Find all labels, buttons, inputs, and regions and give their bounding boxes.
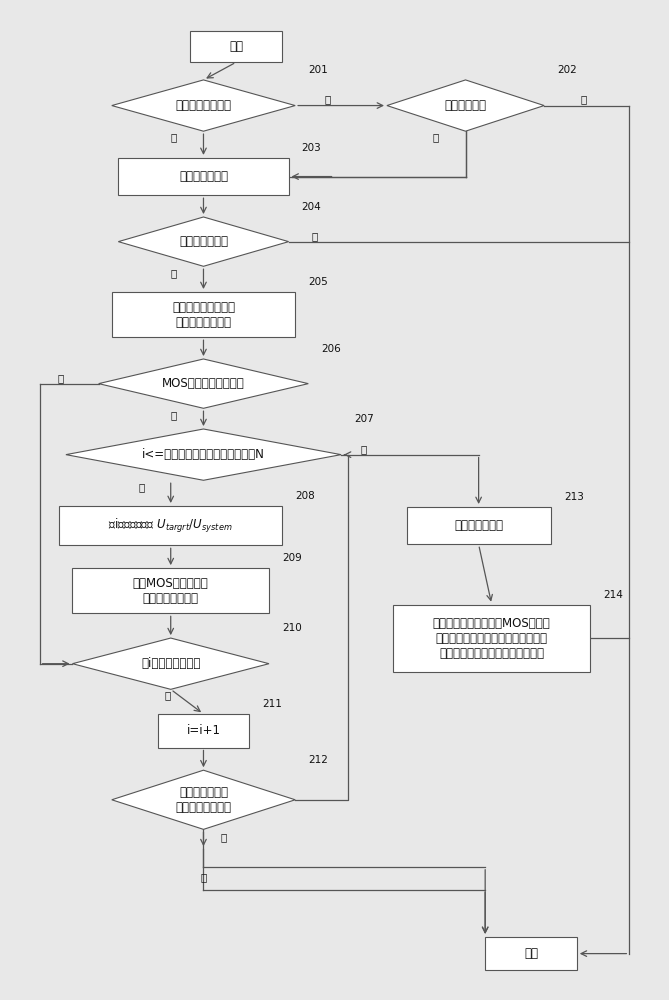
Bar: [485, 937, 577, 970]
Text: i<=微控制器中设定的软启动段数N: i<=微控制器中设定的软启动段数N: [142, 448, 265, 461]
Text: 置位软启动标志: 置位软启动标志: [179, 170, 228, 183]
Polygon shape: [66, 429, 341, 480]
Text: 第i段占空比计算 $U_{targrt}/U_{system}$: 第i段占空比计算 $U_{targrt}/U_{system}$: [108, 517, 233, 535]
Text: 否: 否: [361, 444, 367, 454]
Text: i=i+1: i=i+1: [187, 724, 221, 737]
Text: 第i段软启动时间到: 第i段软启动时间到: [141, 657, 201, 670]
Text: 是: 是: [171, 410, 177, 420]
Text: 清除软启动标志: 清除软启动标志: [454, 519, 503, 532]
Polygon shape: [118, 217, 288, 266]
Bar: [191, 31, 282, 62]
Text: 否: 否: [220, 832, 226, 842]
Text: 214: 214: [603, 590, 623, 600]
Text: 211: 211: [262, 699, 282, 709]
Text: 否: 否: [200, 872, 207, 882]
Text: 是: 是: [165, 690, 171, 700]
Bar: [393, 605, 590, 672]
Text: 207: 207: [354, 414, 374, 424]
Polygon shape: [387, 80, 544, 131]
Text: 电机命令存在: 电机命令存在: [444, 99, 486, 112]
Bar: [72, 568, 269, 613]
Text: 控制继电器闭合，并
启动软启动定时器: 控制继电器闭合，并 启动软启动定时器: [172, 301, 235, 329]
Text: 是: 是: [138, 482, 145, 492]
Polygon shape: [112, 770, 295, 829]
Bar: [158, 714, 250, 748]
Bar: [407, 507, 551, 544]
Text: 否: 否: [58, 373, 64, 383]
Text: MOS管延时打开时间到: MOS管延时打开时间到: [162, 377, 245, 390]
Text: 212: 212: [308, 755, 328, 765]
Text: 软启动标志置位: 软启动标志置位: [179, 235, 228, 248]
Bar: [112, 292, 295, 337]
Text: 206: 206: [321, 344, 341, 354]
Text: 停止占空比输出，控制MOS管完全
打开，使电机的驱动电压与当前段电
源电压保持一致，软启动过程结束: 停止占空比输出，控制MOS管完全 打开，使电机的驱动电压与当前段电 源电压保持一…: [433, 617, 551, 660]
Bar: [60, 506, 282, 545]
Text: 控制MOS管按计算的
占空比打开和关闭: 控制MOS管按计算的 占空比打开和关闭: [133, 577, 209, 605]
Text: 电机启动条件满足: 电机启动条件满足: [175, 99, 231, 112]
Text: 否: 否: [325, 95, 331, 105]
Text: 是: 是: [433, 132, 439, 142]
Text: 判断软启动定时
器总时间是否到达: 判断软启动定时 器总时间是否到达: [175, 786, 231, 814]
Text: 201: 201: [308, 65, 328, 75]
Text: 204: 204: [302, 202, 322, 212]
Polygon shape: [112, 80, 295, 131]
Text: 209: 209: [282, 553, 302, 563]
Text: 结束: 结束: [524, 947, 538, 960]
Text: 213: 213: [564, 492, 583, 502]
Text: 210: 210: [282, 623, 302, 633]
Text: 203: 203: [302, 143, 322, 153]
Text: 否: 否: [312, 231, 318, 241]
Text: 开始: 开始: [229, 40, 244, 53]
Text: 否: 否: [580, 95, 587, 105]
Polygon shape: [98, 359, 308, 408]
Text: 是: 是: [171, 132, 177, 142]
Bar: [118, 158, 288, 195]
Text: 是: 是: [171, 268, 177, 278]
Text: 202: 202: [557, 65, 577, 75]
Text: 208: 208: [295, 491, 315, 501]
Text: 205: 205: [308, 277, 328, 287]
Polygon shape: [72, 638, 269, 689]
